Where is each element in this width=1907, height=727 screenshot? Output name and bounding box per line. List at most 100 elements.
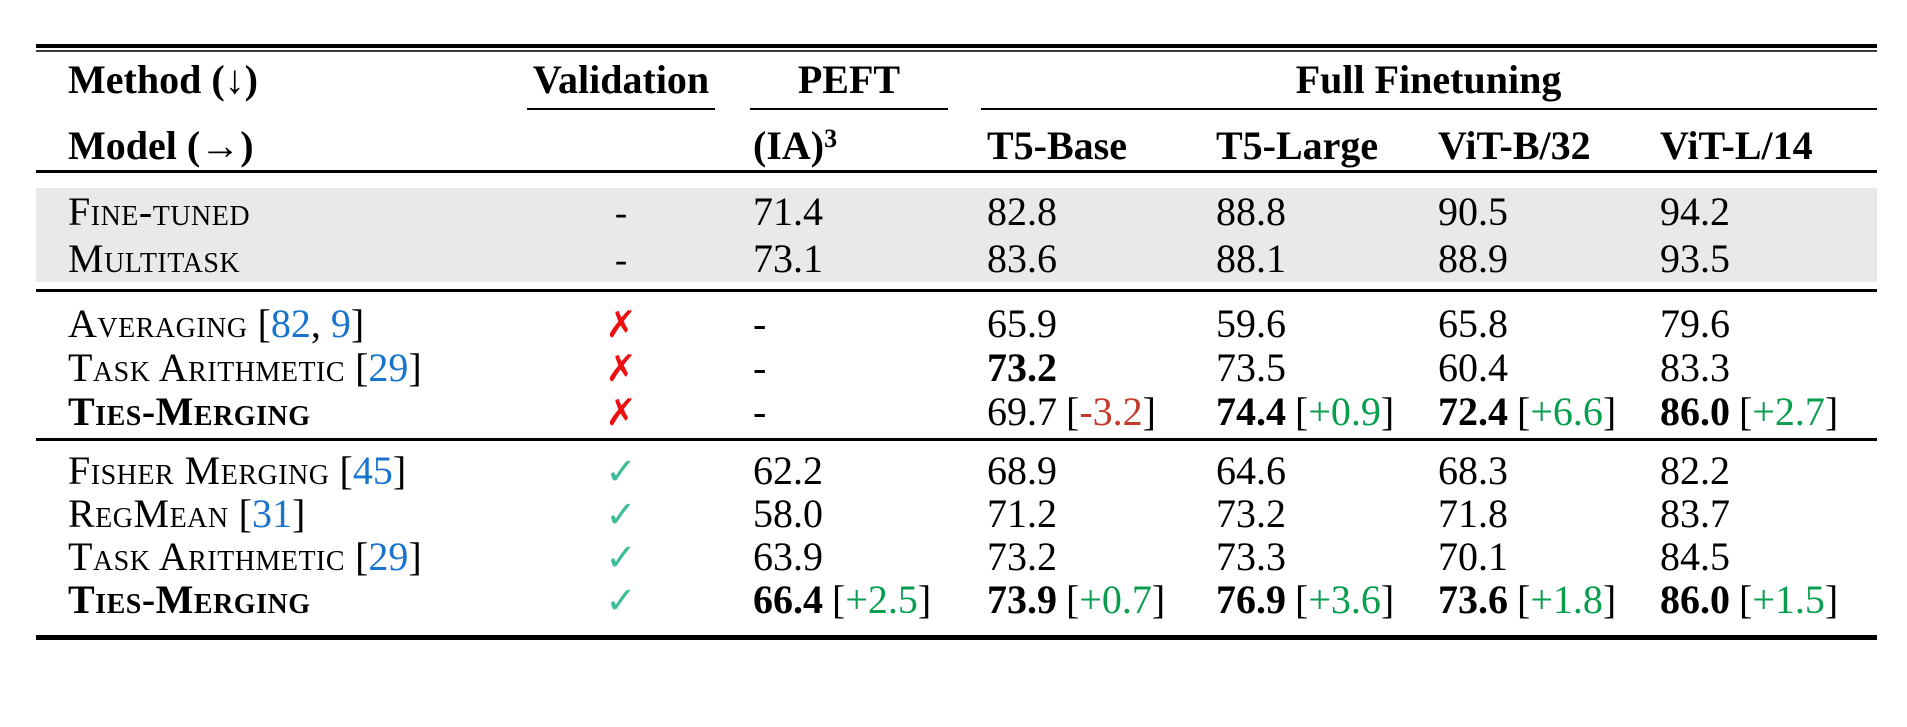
score-t5-base: 73.2: [987, 345, 1057, 390]
delta-ia3: [+2.5]: [832, 576, 932, 622]
score-t5-large: 59.6: [1216, 301, 1286, 346]
delta-t5-base: [+0.7]: [1066, 576, 1166, 622]
method-name: Averaging: [68, 301, 248, 346]
top-rule-thin: [36, 50, 1877, 52]
score-vit-b32: 72.4: [1438, 389, 1508, 434]
score-ia3: 63.9: [753, 533, 823, 579]
row-multitask: Multitask - 73.1 83.6 88.1 88.9 93.5: [36, 235, 1877, 282]
delta-t5-large: [+0.9]: [1295, 389, 1395, 434]
method-name: RegMean: [68, 490, 229, 536]
score-t5-base: 68.9: [987, 447, 1057, 493]
header-row-2: Model (→) (IA)3 T5-Base T5-Large ViT-B/3…: [36, 122, 1877, 170]
score-t5-large: 73.5: [1216, 345, 1286, 390]
header-t5-base: T5-Base: [987, 123, 1127, 168]
score-vit-l14: 79.6: [1660, 301, 1730, 346]
method-name: Fisher Merging: [68, 447, 330, 493]
validation-dash: -: [614, 192, 628, 234]
delta-vit-l14: [+1.5]: [1739, 576, 1839, 622]
citation-link[interactable]: 9: [330, 301, 351, 346]
mid-rule: [36, 438, 1877, 441]
row-fine-tuned: Fine-tuned - 71.4 82.8 88.8 90.5 94.2: [36, 188, 1877, 235]
score-vit-b32: 70.1: [1438, 533, 1508, 579]
row-task-arithmetic-no-val: Task Arithmetic [29] ✗ - 73.2 73.5 60.4 8…: [36, 346, 1877, 390]
check-icon: ✓: [605, 492, 637, 536]
score-t5-large: 74.4: [1216, 389, 1286, 434]
mid-rule: [36, 170, 1877, 173]
score-vit-l14: 86.0: [1660, 576, 1730, 622]
row-ties-merging-val: Ties-Merging ✓ 66.4 [+2.5] 73.9 [+0.7] 76.…: [36, 578, 1877, 621]
score-ia3: 62.2: [753, 447, 823, 493]
citation: [29]: [355, 533, 422, 579]
header-model: Model (→): [68, 123, 254, 168]
check-icon: ✓: [605, 535, 637, 579]
row-fisher-merging: Fisher Merging [45] ✓ 62.2 68.9 64.6 68.3…: [36, 449, 1877, 492]
citation-link[interactable]: 29: [368, 533, 409, 579]
score-vit-b32: 90.5: [1438, 188, 1508, 234]
delta-t5-base: [-3.2]: [1066, 389, 1156, 434]
citation: [45]: [339, 447, 407, 493]
header-row-1: Method (↓) Validation PEFT Full Finetuni…: [36, 52, 1877, 108]
score-ia3: 66.4: [753, 576, 823, 622]
score-vit-l14: 82.2: [1660, 447, 1730, 493]
header-validation: Validation: [532, 57, 710, 102]
row-ties-merging-no-val: Ties-Merging ✗ - 69.7 [-3.2] 74.4 [+0.9] 7…: [36, 390, 1877, 434]
method-name: Ties-Merging: [68, 576, 311, 622]
score-t5-large: 76.9: [1216, 576, 1286, 622]
header-method: Method (↓): [68, 57, 258, 102]
score-vit-b32: 68.3: [1438, 447, 1508, 493]
score-t5-large: 64.6: [1216, 447, 1286, 493]
citation: [31]: [238, 490, 306, 536]
citation-link[interactable]: 31: [251, 490, 292, 536]
score-vit-b32: 65.8: [1438, 301, 1508, 346]
delta-vit-b32: [+6.6]: [1517, 389, 1617, 434]
cross-icon: ✗: [605, 347, 637, 390]
score-vit-b32: 60.4: [1438, 345, 1508, 390]
score-vit-l14: 94.2: [1660, 188, 1730, 234]
header-ia3: (IA)3: [753, 123, 838, 168]
header-peft: PEFT: [797, 57, 901, 102]
row-task-arithmetic-val: Task Arithmetic [29] ✓ 63.9 73.2 73.3 70.…: [36, 535, 1877, 578]
citation: [82, 9]: [257, 301, 365, 346]
score-ia3: -: [753, 345, 767, 390]
delta-t5-large: [+3.6]: [1295, 576, 1395, 622]
bottom-rule: [36, 635, 1877, 640]
validation-underline: [527, 108, 715, 110]
header-t5-large: T5-Large: [1216, 123, 1379, 168]
check-icon: ✓: [605, 449, 637, 493]
score-t5-base: 83.6: [987, 235, 1057, 281]
results-table: Method (↓) Validation PEFT Full Finetuni…: [36, 44, 1877, 640]
score-t5-large: 88.8: [1216, 188, 1286, 234]
score-t5-base: 71.2: [987, 490, 1057, 536]
citation-link[interactable]: 82: [270, 301, 311, 346]
check-icon: ✓: [605, 578, 637, 622]
score-t5-base: 73.9: [987, 576, 1057, 622]
score-t5-base: 69.7: [987, 389, 1057, 434]
row-averaging: Averaging [82, 9] ✗ - 65.9 59.6 65.8 79.6: [36, 302, 1877, 346]
citation-link[interactable]: 45: [352, 447, 393, 493]
method-name: Multitask: [68, 235, 241, 281]
score-vit-l14: 83.7: [1660, 490, 1730, 536]
score-vit-b32: 73.6: [1438, 576, 1508, 622]
delta-vit-b32: [+1.8]: [1517, 576, 1617, 622]
validation-dash: -: [614, 239, 628, 281]
score-t5-large: 88.1: [1216, 235, 1286, 281]
score-ia3: -: [753, 301, 767, 346]
citation-link[interactable]: 29: [368, 345, 409, 390]
method-name: Task Arithmetic: [68, 533, 346, 579]
header-underline-row: [36, 108, 1877, 122]
cross-icon: ✗: [605, 391, 637, 434]
score-ia3: -: [753, 389, 767, 434]
score-ia3: 73.1: [753, 235, 823, 281]
citation: [29]: [355, 345, 422, 390]
score-ia3: 58.0: [753, 490, 823, 536]
score-vit-l14: 86.0: [1660, 389, 1730, 434]
full-finetuning-underline: [981, 108, 1877, 110]
score-t5-base: 65.9: [987, 301, 1057, 346]
score-t5-base: 82.8: [987, 188, 1057, 234]
ia3-superscript: 3: [824, 124, 838, 154]
score-vit-l14: 93.5: [1660, 235, 1730, 281]
score-t5-large: 73.2: [1216, 490, 1286, 536]
score-vit-b32: 88.9: [1438, 235, 1508, 281]
method-name: Task Arithmetic: [68, 345, 346, 390]
header-vit-b32: ViT-B/32: [1438, 123, 1591, 168]
